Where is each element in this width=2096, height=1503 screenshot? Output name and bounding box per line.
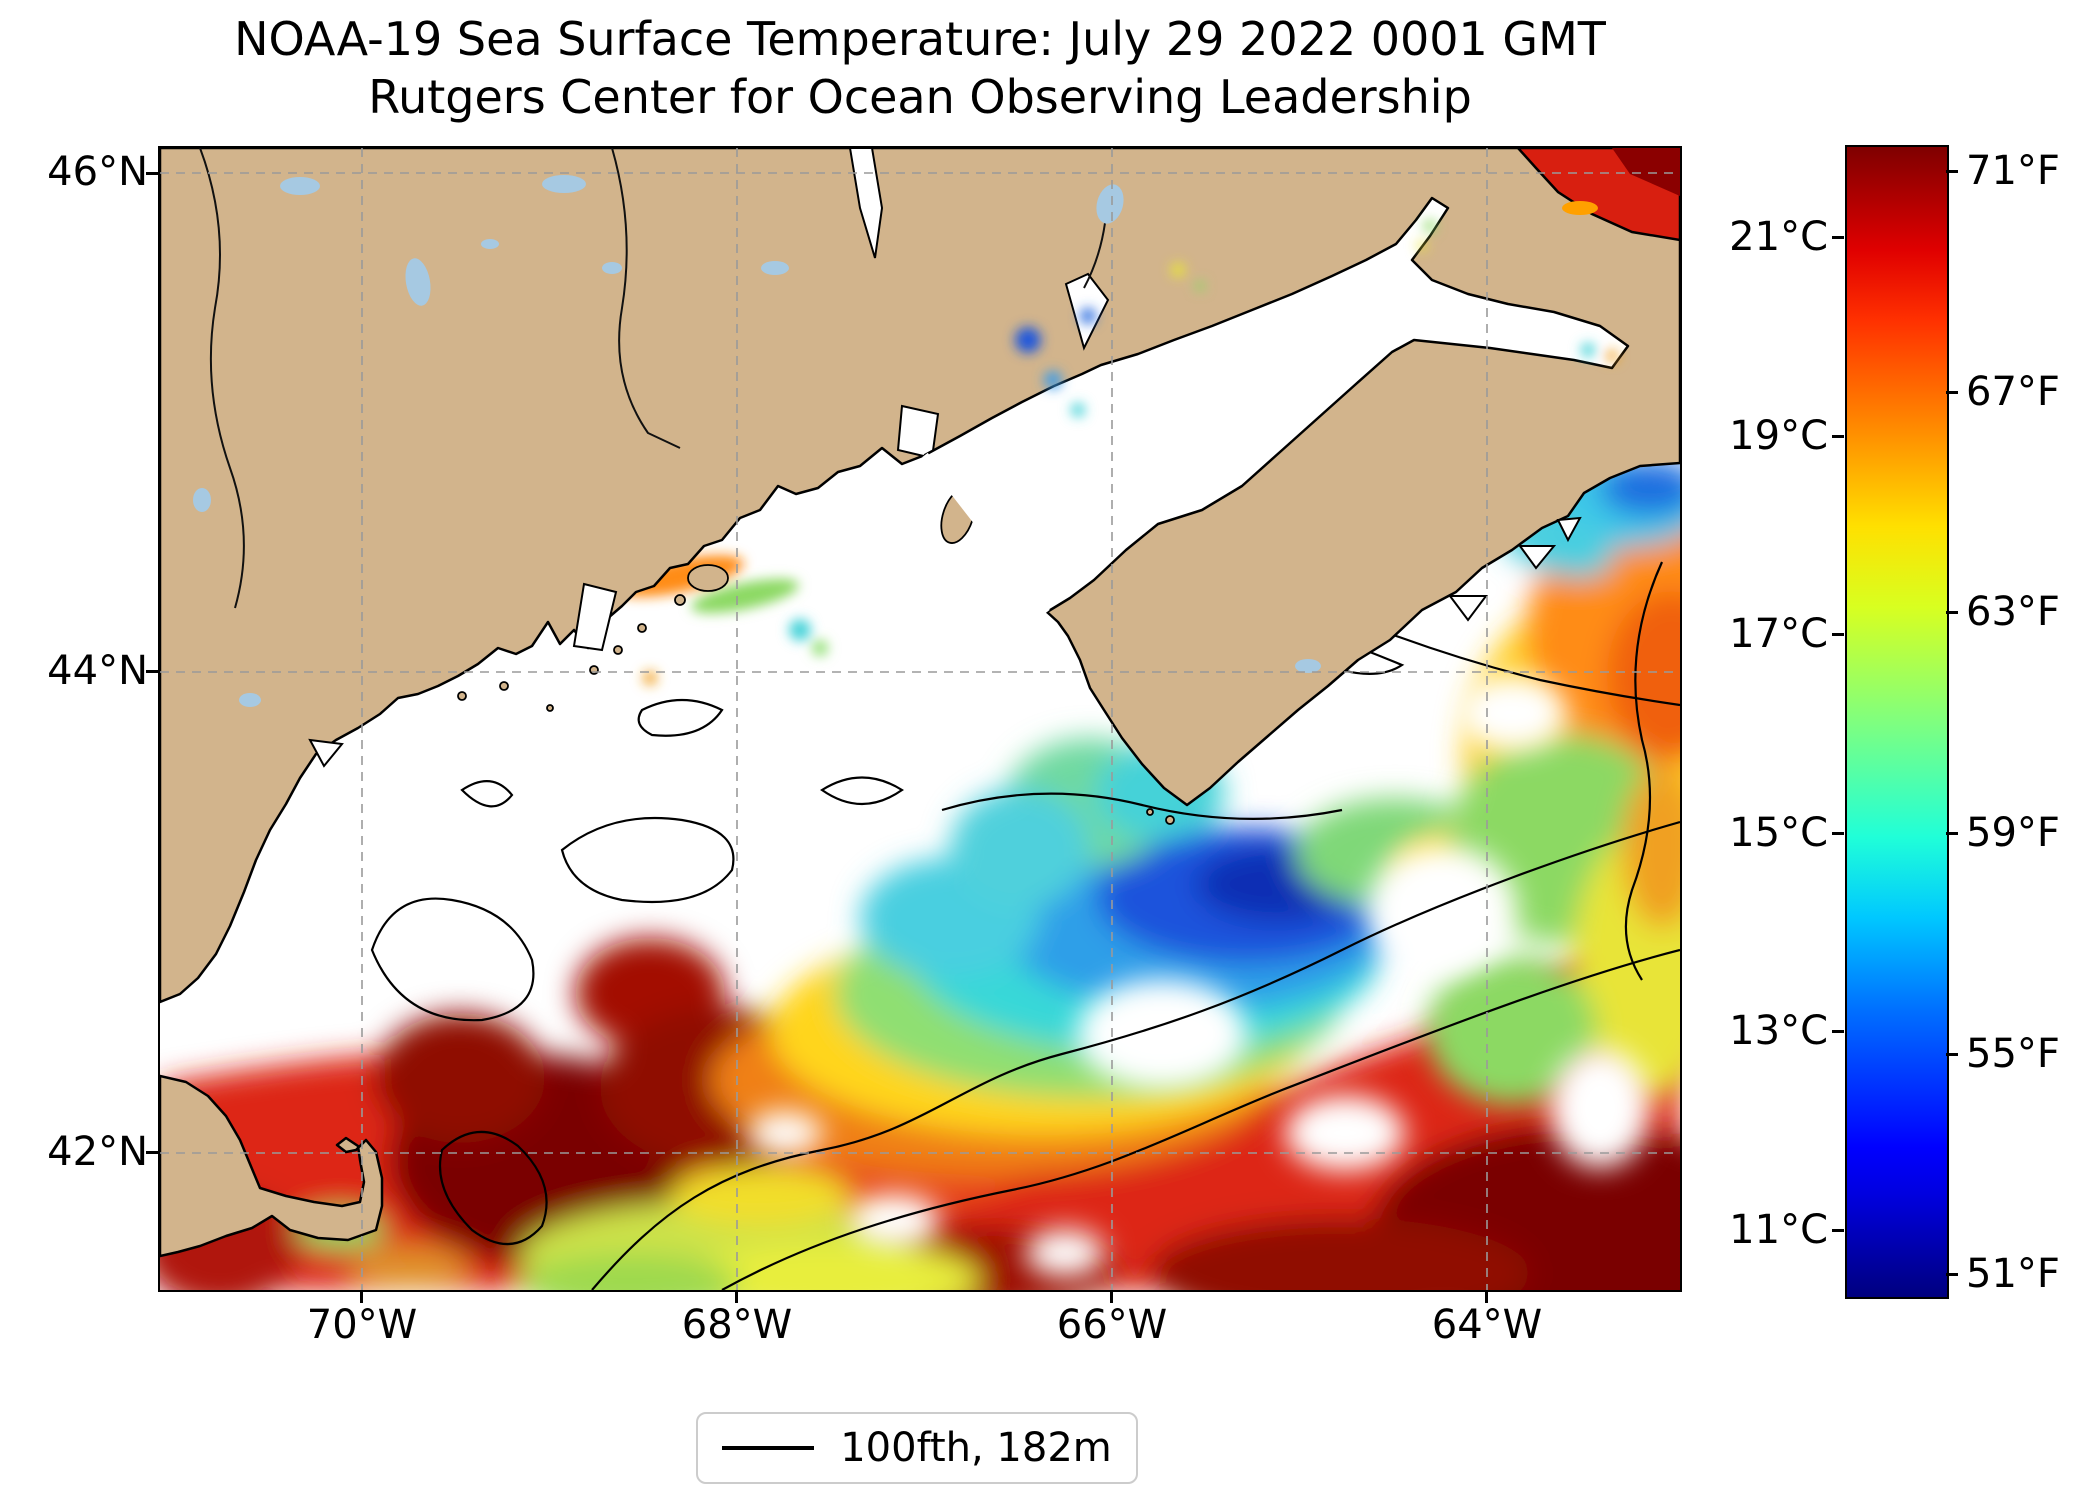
cb-tickmark-c	[1832, 435, 1844, 438]
map-canvas	[160, 148, 1680, 1290]
legend-line-symbol	[722, 1446, 815, 1450]
land-cape-cod	[160, 1074, 384, 1258]
y-tickmark	[146, 1151, 159, 1154]
x-tickmark	[735, 1291, 738, 1303]
x-tickmark	[1485, 1291, 1488, 1303]
y-tick-42n: 42°N	[47, 1129, 148, 1175]
y-tickmark	[146, 172, 159, 175]
coastal-bays	[308, 148, 1582, 768]
figure-title-line2: Rutgers Center for Ocean Observing Leade…	[368, 70, 1472, 124]
cb-tickmark-f	[1946, 391, 1958, 394]
lakes	[193, 175, 1321, 707]
y-tick-44n: 44°N	[47, 648, 148, 694]
x-tick-68w: 68°W	[681, 1302, 793, 1348]
bay-of-fundy-water	[923, 196, 1630, 614]
sst-map	[158, 146, 1682, 1292]
fundy-mouth-opening	[922, 452, 1050, 615]
gulf-st-lawrence-water	[1516, 148, 1680, 242]
cb-tickmark-c	[1832, 1229, 1844, 1232]
cb-label-63f: 63°F	[1966, 589, 2060, 635]
cb-tickmark-c	[1832, 633, 1844, 636]
cb-label-55f: 55°F	[1966, 1031, 2060, 1077]
legend-label: 100fth, 182m	[840, 1425, 1112, 1471]
figure-title-line1: NOAA-19 Sea Surface Temperature: July 29…	[234, 12, 1606, 66]
legend: 100fth, 182m	[696, 1412, 1138, 1484]
cb-label-67f: 67°F	[1966, 369, 2060, 415]
rivers	[199, 148, 1106, 609]
cb-tickmark-f	[1946, 170, 1958, 173]
cloud-gaps	[747, 675, 1650, 1277]
cb-label-13c: 13°C	[1729, 1008, 1828, 1054]
bathymetry-contours	[370, 561, 1680, 1290]
cb-tickmark-f	[1946, 1273, 1958, 1276]
cb-label-19c: 19°C	[1729, 413, 1828, 459]
cb-label-11c: 11°C	[1729, 1207, 1828, 1253]
x-tickmark	[1110, 1291, 1113, 1303]
cb-label-59f: 59°F	[1966, 810, 2060, 856]
graticule	[160, 148, 1680, 1290]
y-tickmark	[146, 670, 159, 673]
cb-tickmark-c	[1832, 1030, 1844, 1033]
x-tick-66w: 66°W	[1056, 1302, 1168, 1348]
x-tick-64w: 64°W	[1431, 1302, 1543, 1348]
fundy-sst-specks	[1015, 220, 1618, 417]
cb-tickmark-c	[1832, 236, 1844, 239]
cb-label-71f: 71°F	[1966, 148, 2060, 194]
cb-tickmark-c	[1832, 832, 1844, 835]
cb-label-51f: 51°F	[1966, 1251, 2060, 1297]
cb-tickmark-f	[1946, 1053, 1958, 1056]
cb-tickmark-f	[1946, 832, 1958, 835]
cb-label-15c: 15°C	[1729, 810, 1828, 856]
cb-tickmark-f	[1946, 611, 1958, 614]
colorbar	[1845, 145, 1949, 1299]
cb-label-21c: 21°C	[1729, 214, 1828, 260]
x-tickmark	[360, 1291, 363, 1303]
y-tick-46n: 46°N	[47, 149, 148, 195]
cb-label-17c: 17°C	[1729, 611, 1828, 657]
x-tick-70w: 70°W	[306, 1302, 418, 1348]
figure-title: NOAA-19 Sea Surface Temperature: July 29…	[160, 10, 1680, 126]
